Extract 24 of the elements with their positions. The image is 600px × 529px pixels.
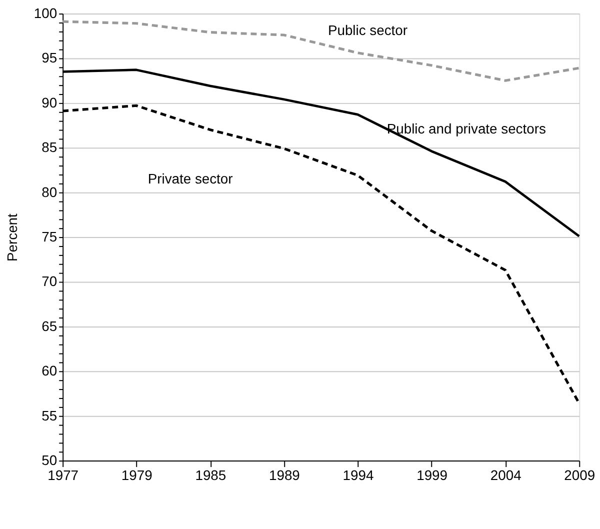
y-tick-label: 50 [42,452,58,468]
y-tick-label: 80 [42,184,58,200]
x-tick-label: 1989 [269,466,300,483]
line-series [61,20,580,82]
x-tick-label: 2009 [564,466,596,483]
y-tick-label: 100 [34,5,58,22]
y-tick-label: 60 [42,362,58,379]
x-tick-label: 2004 [490,466,522,483]
y-tick-label: 85 [42,139,58,156]
series-label: Public sector [328,22,408,38]
text: Private sector [148,170,234,186]
y-tick-label: 65 [42,318,58,334]
y-tick-label: 55 [42,407,58,424]
x-tick-label: 1999 [416,466,448,483]
y-axis-title: Percent [4,213,20,262]
y-tick-label: 90 [42,94,58,110]
y-tick-label: 75 [42,228,58,245]
y-tick-label: 70 [42,273,58,290]
series-label: Public and private sectors [386,120,546,136]
y-tick-label: 95 [42,50,58,66]
x-tick-label: 1985 [195,466,226,483]
x-tick-label: 1977 [48,466,79,483]
x-tick-label: 1994 [342,466,374,483]
x-tick-label: 1979 [121,466,153,483]
